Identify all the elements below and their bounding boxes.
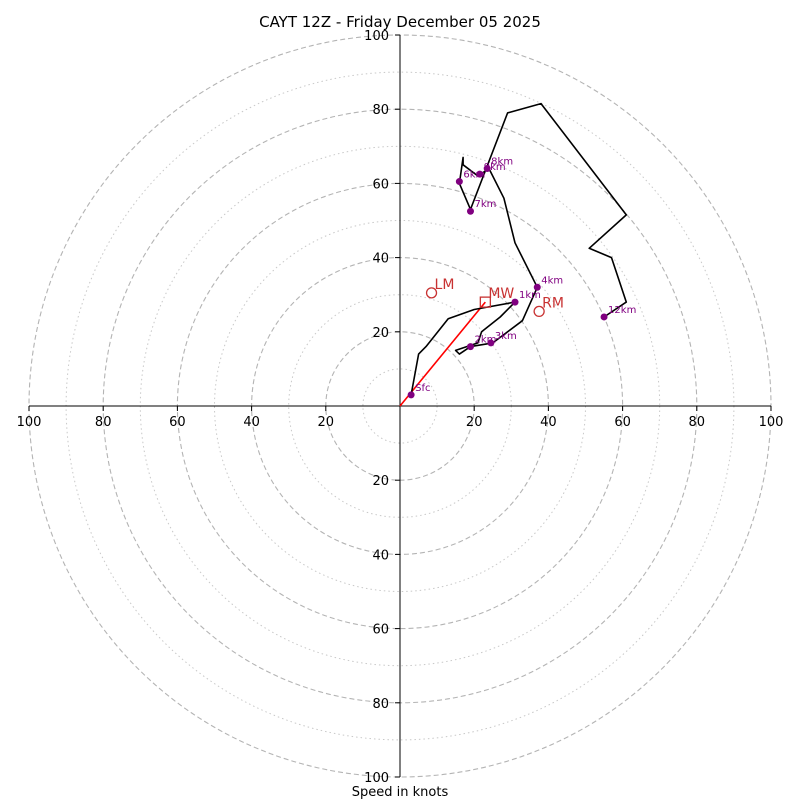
y-tick-label: 80 xyxy=(372,697,389,712)
ring-tick-labels: 20 20 20 20 40 40 40 40 60 60 60 60 80 80 80 80 100 100 10… xyxy=(17,29,784,786)
storm-motion-marker xyxy=(425,287,438,299)
x-tick-label: 20 xyxy=(466,415,483,430)
x-tick-label: 80 xyxy=(95,415,112,430)
height-marker-point xyxy=(466,207,474,215)
height-marker-label: Sfc xyxy=(415,383,430,394)
y-tick-label: 100 xyxy=(364,771,389,786)
storm-motion-markers: LM MW RM xyxy=(425,277,564,318)
height-marker-point xyxy=(483,165,491,173)
storm-motion-label: LM xyxy=(435,277,455,293)
height-marker-point xyxy=(476,170,484,178)
height-marker-point xyxy=(407,391,415,399)
height-marker-label: 6km xyxy=(463,170,485,181)
x-tick-label: 100 xyxy=(17,415,42,430)
y-tick-label: 60 xyxy=(372,623,389,638)
hodograph-line xyxy=(410,102,628,396)
chart-title: CAYT 12Z - Friday December 05 2025 xyxy=(259,13,541,31)
height-marker-point xyxy=(533,283,541,291)
shear-vector-line xyxy=(399,301,486,407)
x-axis-label: Speed in knots xyxy=(352,785,449,800)
height-marker-label: 1km xyxy=(519,290,541,301)
x-tick-label: 40 xyxy=(540,415,557,430)
height-marker-label: 9km xyxy=(484,162,506,173)
y-tick-label: 20 xyxy=(372,326,389,341)
height-marker-point xyxy=(600,313,608,321)
x-tick-label: 60 xyxy=(169,415,186,430)
height-marker-point xyxy=(455,178,463,186)
hodograph-trace xyxy=(399,102,628,407)
y-tick-label: 40 xyxy=(372,548,389,563)
height-marker-label: 4km xyxy=(541,275,563,286)
x-tick-label: 20 xyxy=(318,415,335,430)
height-marker-point xyxy=(487,339,495,347)
x-tick-label: 60 xyxy=(614,415,631,430)
height-marker-label: 3km xyxy=(495,331,517,342)
height-marker-point xyxy=(466,343,474,351)
y-tick-label: 40 xyxy=(372,252,389,267)
y-tick-label: 20 xyxy=(372,474,389,489)
height-marker-label: 12km xyxy=(608,305,636,316)
height-marker-point xyxy=(511,298,519,306)
y-tick-label: 80 xyxy=(372,103,389,118)
storm-motion-label: RM xyxy=(542,295,564,311)
y-tick-label: 100 xyxy=(364,29,389,44)
storm-motion-marker xyxy=(479,296,491,308)
storm-motion-label: MW xyxy=(488,286,514,302)
storm-motion-marker xyxy=(533,305,545,318)
height-marker-label: 8km xyxy=(491,157,513,168)
x-tick-label: 100 xyxy=(759,415,784,430)
y-tick-label: 60 xyxy=(372,177,389,192)
x-tick-label: 80 xyxy=(689,415,706,430)
height-marker-label: 7km xyxy=(474,199,496,210)
height-marker-label: 2km xyxy=(474,335,496,346)
x-tick-label: 40 xyxy=(243,415,260,430)
